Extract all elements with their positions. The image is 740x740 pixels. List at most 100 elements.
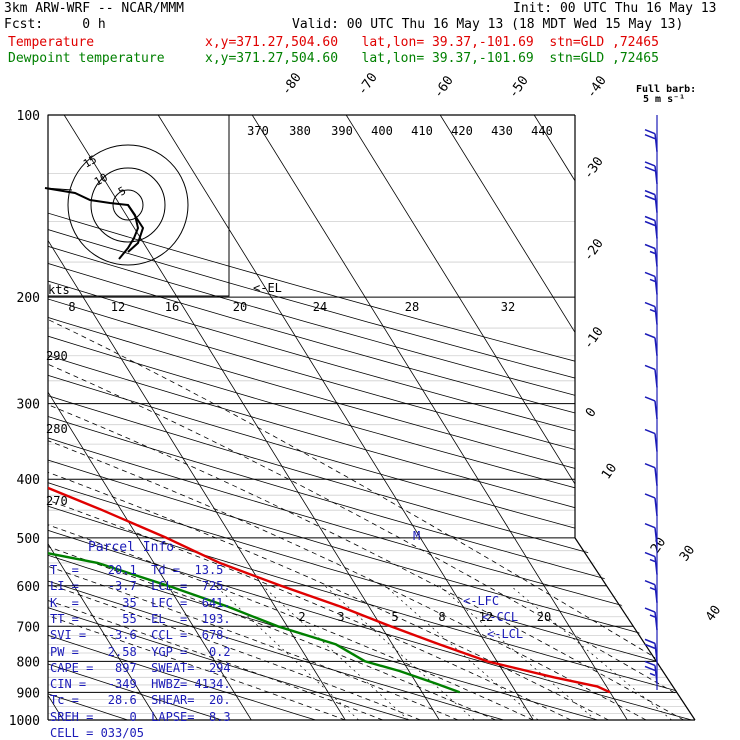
- moist-adiabat-line: [48, 296, 609, 720]
- annotation-lfc: <-LFC: [463, 594, 499, 608]
- mixing-ratio-line: [262, 585, 409, 720]
- mixing-ratio-tick-label: 20: [537, 610, 551, 624]
- wind-barb: [644, 580, 658, 603]
- parcel-info-row: K = 35 LFC = 641.: [50, 595, 231, 610]
- dry-adiabat-line: [48, 115, 695, 720]
- theta-tick-label: 400: [371, 124, 393, 138]
- wind-barb: [644, 551, 658, 575]
- hodograph-ring-label: 10: [92, 171, 110, 189]
- wind-barb: [644, 271, 658, 295]
- isotherm-tick-label: -20: [581, 236, 607, 264]
- frame-diagonal: [574, 537, 696, 721]
- dry-adiabat-line: [48, 115, 222, 720]
- parcel-info-row: CIN = -349 HWBZ= 4134.: [50, 677, 231, 692]
- pressure-tick-label: 600: [17, 580, 40, 595]
- wind-barb: [644, 463, 658, 486]
- pressure-tick-label: 200: [17, 291, 40, 306]
- mixing-ratio-tick-label: 20: [233, 300, 247, 314]
- isotherm-line: [48, 115, 346, 720]
- dry-adiabat-line: [48, 115, 695, 720]
- dry-adiabat-line: [48, 115, 695, 720]
- dry-adiabat-line: [48, 115, 695, 720]
- dry-adiabat-line: [48, 115, 695, 720]
- mixing-ratio-tick-label: 12: [111, 300, 125, 314]
- dry-adiabat-line: [48, 115, 598, 720]
- full-barb-label: Full barb:: [636, 84, 697, 95]
- mixing-ratio-tick-label: 12: [479, 610, 493, 624]
- isotherm-line: [48, 115, 158, 720]
- theta-tick-label: 380: [289, 124, 311, 138]
- theta-tick-label: 440: [531, 124, 553, 138]
- isotherm-line: [48, 115, 252, 720]
- wind-barb: [644, 189, 658, 213]
- annotation-m: M: [413, 529, 420, 543]
- theta-tick-label: 290: [46, 349, 68, 363]
- temperature-label: Temperature: [8, 35, 95, 50]
- isotherm-tick-label: -30: [581, 154, 607, 182]
- wind-barb: [644, 333, 658, 356]
- pressure-tick-label: 100: [17, 109, 40, 124]
- mixing-ratio-tick-label: 3: [337, 610, 344, 624]
- annotation-ccl: <-CCL: [482, 610, 518, 624]
- forecast-hour: Fcst: 0 h: [4, 17, 106, 32]
- moist-adiabat-line: [48, 296, 384, 720]
- dry-adiabat-line: [48, 115, 410, 720]
- mixing-ratio-tick-label: 24: [313, 300, 327, 314]
- hodograph-ring-label: 15: [81, 153, 99, 171]
- wind-barb: [644, 301, 658, 325]
- parcel-info-row: SVI = -3.6 CCL = 678.: [50, 628, 231, 643]
- isotherm-tick-label: -80: [279, 70, 305, 98]
- isotherm-line: [157, 115, 534, 720]
- pressure-tick-label: 500: [17, 532, 40, 547]
- isotherm-tick-label: 30: [677, 543, 698, 564]
- pressure-tick-label: 1000: [9, 714, 40, 729]
- temperature-info: x,y=371.27,504.60 lat,lon= 39.37,-101.69…: [205, 35, 659, 50]
- dry-adiabat-line: [48, 115, 695, 720]
- wind-barb: [644, 396, 658, 420]
- hodograph-ring-15: [67, 144, 189, 266]
- dry-adiabat-line: [48, 115, 695, 720]
- theta-tick-label: 280: [46, 422, 68, 436]
- mixing-ratio-tick-label: 28: [405, 300, 419, 314]
- isotherm-tick-label: 0: [583, 405, 600, 420]
- mixing-ratio-tick-label: 32: [501, 300, 515, 314]
- mixing-ratio-tick-label: 5: [391, 610, 398, 624]
- parcel-info-row: PW = 2.58 YGP = 0.2: [50, 644, 231, 659]
- isotherm-tick-label: 20: [648, 535, 669, 556]
- parcel-info-row: Tc = 28.6 SHEAR= 20.: [50, 693, 231, 708]
- pressure-tick-label: 900: [17, 686, 40, 701]
- full-barb-value: 5 m s⁻¹: [643, 94, 686, 105]
- moist-adiabat-line: [48, 296, 346, 720]
- dry-adiabat-line: [48, 115, 316, 720]
- parcel-info-row: CELL = 033/05: [50, 726, 144, 740]
- theta-tick-label: 370: [247, 124, 269, 138]
- dewpoint-info: x,y=371.27,504.60 lat,lon= 39.37,-101.69…: [205, 51, 659, 66]
- hodograph-box: [47, 114, 230, 297]
- theta-tick-label: 270: [46, 494, 68, 508]
- pressure-tick-label: 300: [17, 398, 40, 413]
- dry-adiabat-line: [48, 115, 695, 720]
- parcel-info-panel: Parcel Info T = 20.1 Td = 13.5 LI = -3.7 …: [0, 532, 231, 740]
- dry-adiabat-line: [48, 115, 692, 720]
- annotation-el: <-EL: [253, 281, 282, 295]
- hodograph-ring-5: [112, 189, 144, 221]
- hodograph-ring-label: 5: [116, 184, 128, 199]
- hodograph-unit-label: kts: [48, 283, 70, 297]
- isotherm-tick-label: -60: [431, 73, 457, 101]
- parcel-info-row: TT = 55 EL = 193.: [50, 611, 231, 626]
- theta-tick-label: 430: [491, 124, 513, 138]
- theta-tick-label: 420: [451, 124, 473, 138]
- hodograph-trace: [127, 204, 145, 253]
- parcel-info-row: SREH = 0 LAPSE= 8.3: [50, 709, 231, 724]
- wind-barb: [644, 243, 658, 267]
- mixing-ratio-tick-label: 8: [68, 300, 75, 314]
- wind-barb: [644, 493, 658, 517]
- model-title: 3km ARW-WRF -- NCAR/MMM: [4, 1, 185, 16]
- dry-adiabat-line: [48, 115, 695, 720]
- isotherm-line: [533, 115, 695, 720]
- dewpoint-trace: [48, 115, 461, 694]
- wind-barb: [644, 428, 658, 452]
- wind-barb: [644, 607, 658, 631]
- isotherm-line: [345, 115, 695, 720]
